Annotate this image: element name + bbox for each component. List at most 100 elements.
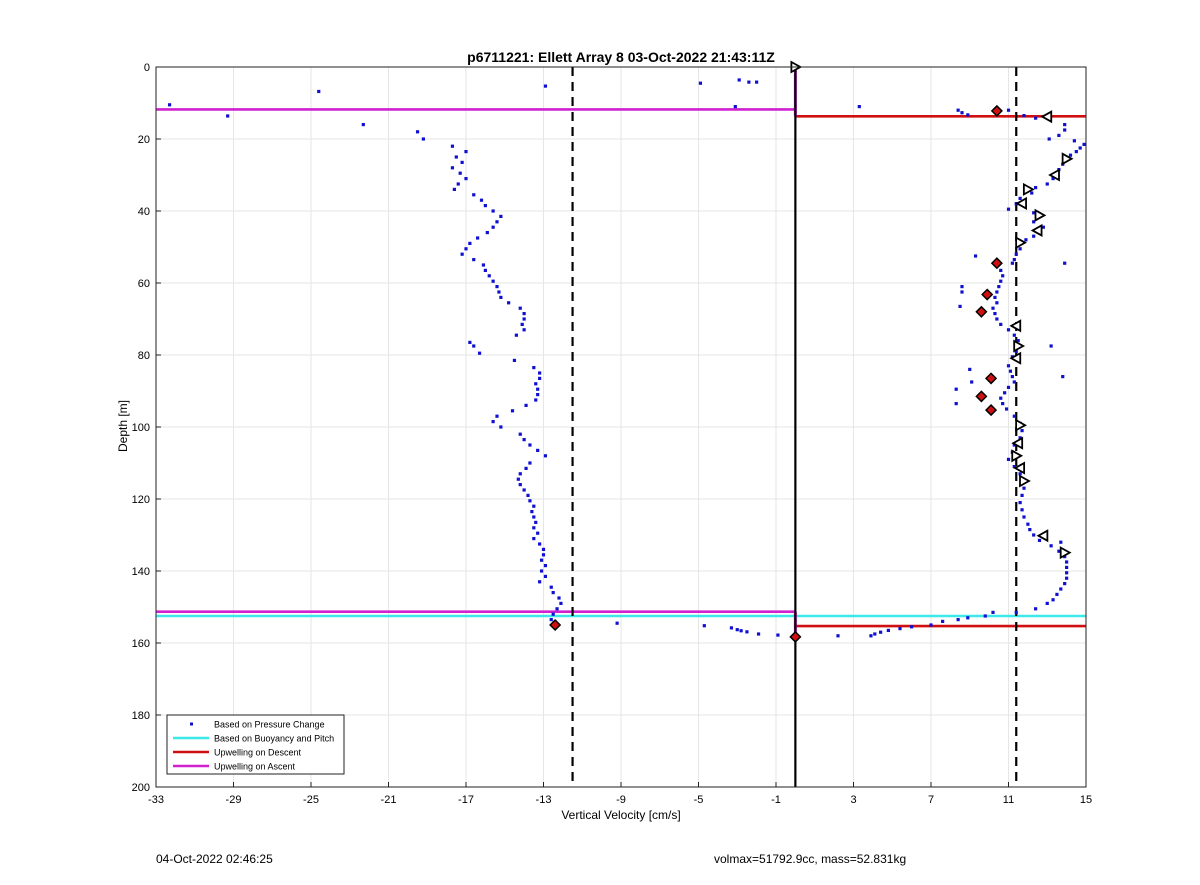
pressure-data-point — [954, 387, 958, 391]
pressure-data-point — [999, 279, 1003, 283]
pressure-data-point — [993, 295, 997, 299]
pressure-data-point — [518, 483, 522, 487]
pressure-data-point — [1032, 211, 1036, 215]
pressure-data-point — [1012, 414, 1016, 418]
triangle-marker — [1015, 236, 1027, 250]
x-axis-label: Vertical Velocity [cm/s] — [561, 808, 680, 822]
pressure-data-point — [755, 80, 759, 84]
y-tick-label: 100 — [132, 422, 150, 434]
pressure-data-point — [454, 155, 458, 159]
pressure-data-point — [1014, 349, 1018, 353]
pressure-data-point — [1065, 560, 1069, 564]
x-tick-label: -9 — [616, 794, 626, 806]
pressure-data-point — [458, 171, 462, 175]
pressure-data-point — [539, 558, 544, 562]
pressure-data-point — [495, 414, 499, 418]
pressure-data-point — [522, 317, 526, 321]
pressure-data-point — [1032, 220, 1036, 224]
pressure-data-point — [954, 402, 958, 406]
pressure-data-point — [538, 542, 542, 546]
pressure-data-point — [1018, 196, 1022, 200]
pressure-data-point — [1045, 182, 1049, 186]
pressure-data-point — [452, 187, 456, 191]
x-tick-label: 15 — [1080, 794, 1092, 806]
pressure-data-point — [1063, 261, 1067, 265]
pressure-data-point — [1032, 533, 1036, 537]
pressure-data-point — [479, 198, 484, 202]
legend-label: Based on Buoyancy and Pitch — [214, 734, 334, 744]
red-marker — [990, 104, 1003, 117]
pressure-data-point — [468, 340, 472, 344]
pressure-data-point — [1016, 339, 1020, 343]
pressure-data-point — [729, 626, 734, 630]
pressure-data-point — [739, 629, 743, 633]
pressure-data-point — [1022, 114, 1026, 118]
pressure-data-point — [1018, 501, 1022, 505]
pressure-data-point — [415, 130, 420, 134]
pressure-data-point — [536, 531, 540, 535]
pressure-data-point — [536, 387, 540, 391]
pressure-data-point — [1049, 544, 1053, 548]
pressure-data-point — [1012, 333, 1016, 337]
pressure-data-point — [456, 182, 460, 186]
pressure-data-point — [735, 628, 739, 632]
x-tick-label: -13 — [536, 794, 552, 806]
pressure-data-point — [1065, 571, 1069, 575]
pressure-data-point — [1012, 443, 1016, 447]
pressure-data-point — [1006, 108, 1011, 112]
pressure-data-point — [532, 366, 536, 370]
pressure-data-point — [472, 258, 476, 262]
x-tick-label: -17 — [458, 794, 474, 806]
pressure-data-point — [510, 409, 515, 413]
pressure-data-point — [1063, 582, 1067, 586]
tick-labels: -33 -29 -25 -21 -17 -13 -9 -5 -1 3 7 11 150204060801… — [132, 62, 1092, 806]
pressure-data-point — [555, 607, 559, 611]
pressure-data-point — [559, 601, 563, 605]
pressure-points — [167, 78, 1086, 638]
pressure-data-point — [518, 472, 522, 476]
pressure-data-point — [1006, 328, 1011, 332]
y-tick-label: 20 — [138, 134, 150, 146]
x-tick-label: 7 — [928, 794, 934, 806]
pressure-data-point — [1047, 137, 1051, 141]
pressure-data-point — [886, 628, 890, 632]
pressure-data-point — [476, 236, 480, 240]
pressure-data-point — [483, 204, 487, 208]
legend-label: Upwelling on Descent — [214, 748, 302, 758]
pressure-data-point — [487, 274, 491, 278]
pressure-data-point — [929, 623, 933, 627]
pressure-data-point — [1020, 508, 1024, 512]
pressure-data-point — [1004, 407, 1009, 411]
pressure-data-point — [477, 351, 482, 355]
pressure-data-point — [518, 432, 522, 436]
pressure-data-point — [497, 290, 501, 294]
pressure-data-point — [756, 632, 761, 636]
pressure-data-point — [1018, 247, 1022, 251]
pressure-data-point — [543, 574, 548, 578]
pressure-data-point — [1001, 274, 1005, 278]
pressure-data-point — [960, 111, 964, 115]
pressure-data-point — [551, 612, 555, 616]
triangle-marker — [1013, 339, 1026, 353]
pressure-data-point — [1006, 385, 1011, 389]
pressure-data-point — [737, 78, 741, 82]
pressure-data-point — [995, 317, 999, 321]
y-tick-label: 0 — [144, 62, 150, 74]
pressure-data-point — [464, 247, 468, 251]
red-marker — [549, 618, 562, 632]
pressure-data-point — [941, 619, 945, 623]
pressure-data-point — [956, 108, 960, 112]
pressure-data-point — [1072, 139, 1076, 143]
pressure-data-point — [1041, 225, 1045, 229]
pressure-data-point — [549, 618, 553, 622]
pressure-data-point — [520, 322, 524, 326]
pressure-data-point — [968, 367, 972, 371]
pressure-data-point — [450, 144, 455, 148]
red-marker — [975, 305, 988, 318]
legend: Based on Pressure Change Based on Buoyanc… — [166, 714, 345, 775]
triangle-marker — [1030, 223, 1043, 237]
pressure-data-point — [1045, 601, 1049, 605]
pressure-data-point — [507, 301, 511, 305]
pressure-data-point — [534, 398, 538, 402]
